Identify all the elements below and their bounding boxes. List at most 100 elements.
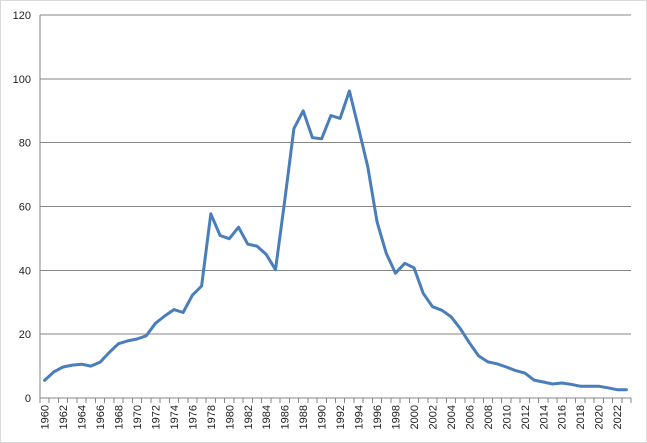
data-point-2014 [542,380,545,384]
x-tick-label-2016: 2016 [557,405,569,429]
data-point-1968 [117,342,120,345]
x-tick-label-1976: 1976 [187,405,199,429]
data-point-1965 [89,364,92,368]
data-point-1982 [246,242,249,246]
x-tick-label-1990: 1990 [317,405,329,429]
y-tick-label-120: 120 [13,10,31,22]
data-point-1985 [274,268,277,271]
data-point-1963 [71,363,74,367]
data-point-1987 [292,127,296,130]
x-tick-label-1966: 1966 [95,405,107,429]
data-point-1962 [61,365,65,369]
data-point-1972 [154,322,157,325]
data-point-1975 [181,311,185,314]
data-point-2006 [468,341,471,344]
x-tick-label-1980: 1980 [224,405,236,429]
x-tick-label-1982: 1982 [243,405,255,429]
x-tick-label-1962: 1962 [58,405,70,429]
x-tick-label-1972: 1972 [150,405,162,429]
x-tick-label-1998: 1998 [391,405,403,429]
data-point-2017 [569,383,573,386]
data-point-1990 [320,137,323,141]
data-point-2011 [514,369,517,372]
data-point-2003 [440,309,443,312]
data-point-1960 [43,379,46,382]
data-point-1979 [218,234,222,237]
data-point-1969 [126,339,129,343]
data-point-2010 [505,365,508,369]
x-tick-label-1964: 1964 [77,405,89,429]
data-point-1974 [172,308,176,311]
x-tick-label-2008: 2008 [483,405,495,429]
x-tick-label-2012: 2012 [520,405,532,429]
x-tick-label-2018: 2018 [575,405,587,429]
data-point-1966 [98,361,102,364]
data-point-2009 [495,362,499,366]
data-point-2001 [422,292,425,295]
x-tick-label-1978: 1978 [206,405,218,429]
data-point-1980 [228,237,231,240]
x-tick-label-2020: 2020 [594,405,606,429]
x-tick-label-1960: 1960 [40,405,52,429]
y-tick-label-100: 100 [13,74,31,86]
x-tick-label-2022: 2022 [612,405,624,429]
x-tick-label-1992: 1992 [335,405,347,429]
x-axis-tick-labels: 1960 1962 1964 1966 1968 1970 1972 1974 1976 1978… [40,405,625,429]
x-tick-label-2002: 2002 [427,405,439,429]
data-point-1997 [385,252,388,255]
x-tick-label-1984: 1984 [261,405,273,429]
data-point-1984 [265,253,268,256]
data-point-2002 [431,305,434,308]
data-point-2015 [551,382,554,386]
data-point-1983 [255,244,259,248]
series-line [43,89,628,392]
data-point-2023 [625,388,628,391]
data-point-1981 [237,226,240,229]
data-point-1964 [80,362,83,366]
data-point-1988 [301,109,305,112]
data-point-2018 [579,384,582,388]
y-tick-label-0: 0 [25,393,31,405]
data-point-2013 [532,378,536,382]
x-tick-label-1986: 1986 [280,405,292,429]
x-tick-label-1970: 1970 [132,405,144,429]
data-point-1976 [191,294,194,297]
data-point-1961 [52,370,56,374]
x-tick-label-1974: 1974 [169,405,181,429]
x-tick-label-2014: 2014 [538,405,550,429]
data-point-2016 [560,381,563,385]
data-point-2000 [412,266,416,269]
x-tick-label-1988: 1988 [298,405,310,429]
data-point-2005 [458,327,462,330]
data-point-1998 [394,272,397,275]
data-point-1970 [135,337,139,341]
data-point-1977 [200,284,203,288]
y-tick-label-40: 40 [19,265,31,277]
series-layer [43,89,628,392]
data-point-1999 [403,262,406,265]
data-point-1995 [366,165,370,169]
gridlines [40,14,631,335]
data-point-2019 [588,384,591,388]
data-point-2008 [486,360,490,364]
data-point-1992 [338,117,342,120]
data-point-1996 [375,220,379,224]
data-point-1993 [348,89,351,93]
x-tick-label-1968: 1968 [113,405,125,429]
data-point-1994 [357,127,360,130]
y-axis-tick-labels: 0 20 40 60 80 100 120 [13,10,31,405]
data-point-1989 [311,136,314,139]
x-tick-label-2006: 2006 [464,405,476,429]
x-tick-label-1994: 1994 [354,405,366,429]
data-point-1973 [163,314,166,318]
data-point-2012 [523,371,527,375]
x-tick-label-2000: 2000 [409,405,421,429]
data-point-2020 [597,384,600,388]
x-tick-label-1996: 1996 [372,405,384,429]
data-point-1971 [144,334,148,337]
data-point-2022 [615,388,619,391]
data-point-1978 [209,212,213,216]
data-point-2007 [477,354,480,358]
